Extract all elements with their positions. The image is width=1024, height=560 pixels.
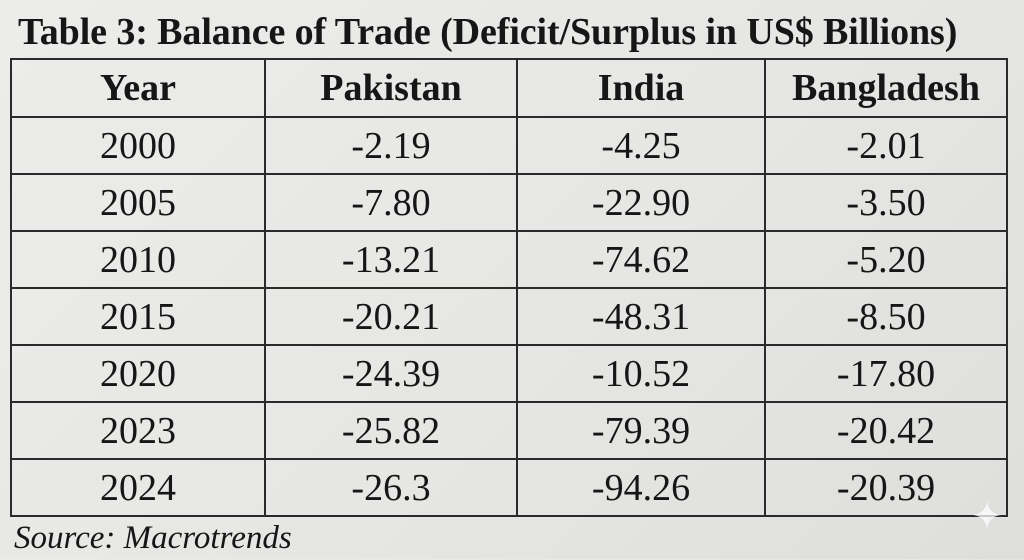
cell-india: -4.25 <box>516 116 766 175</box>
cell-india: -79.39 <box>516 401 766 460</box>
table-row: 2020 -24.39 -10.52 -17.80 <box>10 344 1008 403</box>
column-header-india: India <box>516 58 766 118</box>
cell-bangladesh: -8.50 <box>764 287 1008 346</box>
cell-pakistan: -24.39 <box>264 344 518 403</box>
cell-india: -48.31 <box>516 287 766 346</box>
cell-year: 2000 <box>10 116 266 175</box>
cell-india: -22.90 <box>516 173 766 232</box>
cell-pakistan: -25.82 <box>264 401 518 460</box>
cell-bangladesh: -5.20 <box>764 230 1008 289</box>
table-row: 2000 -2.19 -4.25 -2.01 <box>10 116 1008 175</box>
column-header-year: Year <box>10 58 266 118</box>
cell-pakistan: -26.3 <box>264 458 518 517</box>
cell-pakistan: -20.21 <box>264 287 518 346</box>
cell-bangladesh: -20.42 <box>764 401 1008 460</box>
cell-year: 2005 <box>10 173 266 232</box>
cell-india: -74.62 <box>516 230 766 289</box>
cell-year: 2010 <box>10 230 266 289</box>
table-row: 2024 -26.3 -94.26 -20.39 <box>10 458 1008 517</box>
cell-year: 2015 <box>10 287 266 346</box>
table-row: 2005 -7.80 -22.90 -3.50 <box>10 173 1008 232</box>
column-header-pakistan: Pakistan <box>264 58 518 118</box>
cell-india: -10.52 <box>516 344 766 403</box>
cell-year: 2024 <box>10 458 266 517</box>
table-title: Table 3: Balance of Trade (Deficit/Surpl… <box>18 11 958 53</box>
cell-year: 2023 <box>10 401 266 460</box>
sparkle-icon <box>973 501 1001 529</box>
cell-india: -94.26 <box>516 458 766 517</box>
cell-pakistan: -13.21 <box>264 230 518 289</box>
source-note: Source: Macrotrends <box>14 520 292 556</box>
table-row: 2015 -20.21 -48.31 -8.50 <box>10 287 1008 346</box>
table-row: 2010 -13.21 -74.62 -5.20 <box>10 230 1008 289</box>
cell-pakistan: -7.80 <box>264 173 518 232</box>
column-header-bangladesh: Bangladesh <box>764 58 1008 118</box>
cell-bangladesh: -2.01 <box>764 116 1008 175</box>
cell-bangladesh: -20.39 <box>764 458 1008 517</box>
cell-bangladesh: -3.50 <box>764 173 1008 232</box>
cell-bangladesh: -17.80 <box>764 344 1008 403</box>
table-header-row: Year Pakistan India Bangladesh <box>10 58 1008 118</box>
balance-of-trade-table: Year Pakistan India Bangladesh 2000 -2.1… <box>10 58 1008 517</box>
cell-pakistan: -2.19 <box>264 116 518 175</box>
table-row: 2023 -25.82 -79.39 -20.42 <box>10 401 1008 460</box>
cell-year: 2020 <box>10 344 266 403</box>
